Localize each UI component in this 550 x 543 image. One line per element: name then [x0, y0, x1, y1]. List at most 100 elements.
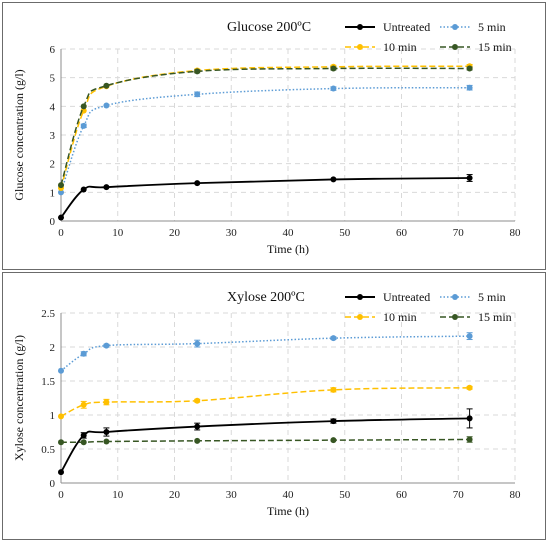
x-tick-label: 20	[169, 489, 181, 501]
data-point	[330, 85, 337, 92]
legend-label: 10 min	[383, 310, 417, 324]
x-tick-label: 70	[453, 227, 465, 239]
legend-label: 10 min	[383, 40, 417, 54]
legend-label: 15 min	[478, 40, 512, 54]
xylose-chart-panel: 0 0.5 1 1.5 2 2.5 0 10 20 30 40 50 60 70 80 Time (h) Xyl…	[2, 272, 546, 540]
data-point	[330, 386, 337, 393]
glucose-chart-panel: 0 1 2 3 4 5 6 0 10 20 30 40 50 60 70 80 Time (h) Glucose …	[2, 2, 546, 270]
data-point	[80, 350, 87, 357]
y-tick-label: 3	[50, 130, 56, 142]
data-point	[58, 367, 64, 374]
chart-title: Xylose 200ºC	[227, 290, 305, 305]
data-point	[58, 189, 64, 196]
legend-marker	[357, 24, 363, 30]
data-point	[58, 214, 64, 221]
data-point	[466, 384, 473, 391]
data-point	[466, 415, 473, 422]
x-tick-label: 0	[58, 489, 64, 501]
data-point	[80, 401, 87, 408]
data-point	[466, 65, 473, 72]
data-point	[80, 439, 87, 446]
legend-marker	[452, 294, 458, 300]
y-tick-label: 4	[50, 101, 56, 113]
y-tick-label: 2	[50, 342, 56, 354]
x-axis-title: Time (h)	[267, 504, 309, 518]
data-point	[103, 102, 110, 109]
data-point	[466, 436, 473, 443]
legend-marker	[357, 314, 363, 320]
y-tick-label: 5	[50, 73, 56, 85]
data-point	[103, 342, 110, 349]
data-point	[58, 439, 64, 446]
series-line	[60, 67, 470, 186]
data-point	[194, 397, 201, 404]
x-tick-label: 80	[510, 227, 522, 239]
x-tick-label: 10	[112, 489, 124, 501]
x-tick-label: 60	[396, 227, 408, 239]
series-line	[60, 417, 470, 473]
y-tick-label: 1	[50, 410, 56, 422]
data-point	[80, 103, 87, 110]
data-point	[194, 180, 201, 187]
y-tick-label: 6	[50, 44, 56, 56]
data-point	[330, 335, 337, 342]
legend-marker	[357, 44, 363, 50]
x-tick-label: 40	[283, 227, 295, 239]
data-point	[103, 184, 110, 191]
x-tick-label: 40	[283, 489, 295, 501]
data-point	[194, 68, 201, 75]
data-point	[80, 186, 87, 193]
legend-marker	[452, 44, 458, 50]
x-tick-label: 0	[58, 227, 64, 239]
data-point	[466, 84, 473, 91]
y-axis-title: Xylose concentration (g/l)	[12, 335, 26, 461]
chart-title: Glucose 200ºC	[227, 20, 311, 35]
x-axis-title: Time (h)	[267, 242, 309, 256]
y-tick-label: 1.5	[41, 376, 55, 388]
legend-label: 15 min	[478, 310, 512, 324]
data-point	[466, 333, 473, 340]
series-line	[60, 177, 470, 219]
y-tick-label: 0.5	[41, 444, 55, 456]
data-point	[103, 399, 110, 406]
data-point	[330, 437, 337, 444]
y-tick-label: 1	[50, 187, 56, 199]
x-tick-label: 10	[112, 227, 124, 239]
data-point	[58, 182, 64, 189]
x-tick-label: 20	[169, 227, 181, 239]
x-tick-label: 50	[339, 489, 351, 501]
x-tick-label: 30	[226, 489, 238, 501]
x-tick-label: 30	[226, 227, 238, 239]
data-point	[194, 91, 201, 98]
data-point	[330, 65, 337, 72]
legend-marker	[452, 24, 458, 30]
x-tick-label: 70	[453, 489, 465, 501]
y-axis-title: Glucose concentration (g/l)	[12, 69, 26, 200]
legend-marker	[452, 314, 458, 320]
data-point	[194, 340, 201, 347]
data-point	[58, 469, 64, 476]
data-point	[466, 175, 473, 181]
legend-label: Untreated	[383, 20, 430, 34]
legend-marker	[357, 294, 363, 300]
y-tick-label: 2	[50, 159, 56, 171]
y-tick-label: 2.5	[41, 308, 55, 320]
data-point	[330, 176, 337, 183]
y-tick-label: 0	[50, 478, 56, 490]
data-point	[103, 82, 110, 89]
data-point	[103, 429, 110, 435]
y-tick-label: 0	[50, 216, 56, 228]
data-point	[103, 438, 110, 445]
x-tick-label: 50	[339, 227, 351, 239]
xylose-chart: 0 0.5 1 1.5 2 2.5 0 10 20 30 40 50 60 70 80 Time (h) Xyl…	[12, 290, 521, 518]
data-point	[80, 122, 87, 129]
legend-label: Untreated	[383, 290, 430, 304]
series-line	[60, 65, 470, 189]
data-point	[194, 423, 201, 430]
data-point	[330, 418, 337, 425]
legend-label: 5 min	[478, 20, 506, 34]
series-line	[60, 86, 470, 193]
data-point	[80, 107, 87, 114]
data-point	[58, 413, 64, 420]
